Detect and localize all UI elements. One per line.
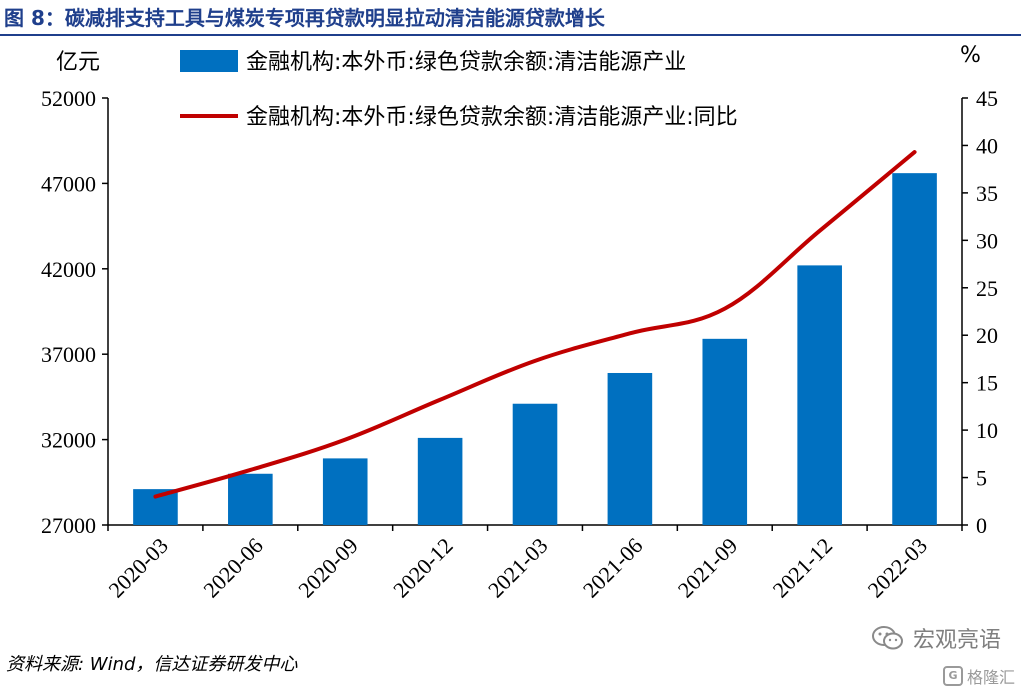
x-tick-label: 2020-09 — [293, 533, 363, 603]
y-left-tick-label: 47000 — [41, 171, 96, 196]
chart-svg: 27000 32000 37000 42000 47000 52000 0 5 10 15 20 25… — [41, 43, 998, 603]
y-left-axis-label: 亿元 — [56, 50, 100, 75]
y-right-tick-label: 45 — [976, 86, 998, 111]
y-left-tick-label: 42000 — [41, 257, 96, 282]
bar — [607, 372, 653, 525]
chart-container: 27000 32000 37000 42000 47000 52000 0 5 10 15 20 25… — [0, 36, 1021, 648]
watermark-text: 宏观亮语 — [912, 628, 1001, 653]
y-right-tick-label: 5 — [976, 466, 987, 491]
x-tick-label: 2020-12 — [388, 533, 458, 603]
y-left-tick-label: 52000 — [41, 86, 96, 111]
bar — [417, 437, 463, 525]
watermark: 宏观亮语 — [871, 622, 1001, 654]
y-right-tick-label: 30 — [976, 228, 998, 253]
legend-bar-label: 金融机构:本外币:绿色贷款余额:清洁能源产业 — [246, 50, 686, 75]
x-tick-label: 2021-03 — [483, 533, 553, 603]
bar — [228, 473, 273, 525]
chart-legend: 金融机构:本外币:绿色贷款余额:清洁能源产业金融机构:本外币:绿色贷款余额:清洁… — [180, 50, 738, 130]
y-right-tick-label: 10 — [976, 418, 998, 443]
bar-series — [133, 173, 937, 526]
x-tick-label: 2022-03 — [863, 533, 933, 603]
line-series — [153, 150, 917, 499]
bar — [702, 338, 748, 525]
bar — [797, 265, 842, 525]
watermark-sub: G 格隆汇 — [942, 664, 1015, 688]
bar — [512, 403, 558, 525]
y-left-tick-label: 37000 — [41, 342, 96, 367]
legend-bar-swatch — [180, 50, 238, 72]
y-left-tick-label: 27000 — [41, 513, 96, 538]
y-right-tick-label: 35 — [976, 181, 998, 206]
bar — [322, 458, 368, 525]
y-right-tick-label: 25 — [976, 276, 998, 301]
y-right-tick-label: 20 — [976, 323, 998, 348]
x-tick-label: 2020-06 — [198, 533, 268, 603]
y-right-axis-label: % — [960, 43, 981, 68]
gelonghui-icon: G — [942, 666, 963, 686]
x-tick-label: 2021-09 — [673, 533, 743, 603]
yoy-line — [153, 150, 917, 499]
x-tick-label: 2020-03 — [103, 533, 173, 603]
source-note: 资料来源: Wind，信达证券研发中心 — [6, 654, 298, 675]
y-right-tick-label: 40 — [976, 133, 998, 158]
bar — [892, 173, 937, 526]
y-right-tick-label: 0 — [976, 513, 987, 538]
x-tick-label: 2021-06 — [578, 533, 648, 603]
x-tick-label: 2021-12 — [768, 533, 838, 603]
legend-line-label: 金融机构:本外币:绿色贷款余额:清洁能源产业:同比 — [246, 105, 738, 130]
figure-title: 图 8：碳减排支持工具与煤炭专项再贷款明显拉动清洁能源贷款增长 — [4, 6, 605, 30]
y-left-tick-label: 32000 — [41, 428, 96, 453]
wechat-icon — [871, 626, 903, 650]
title-rule — [0, 34, 1021, 36]
y-right-tick-label: 15 — [976, 371, 998, 396]
watermark-sub-text: 格隆汇 — [966, 668, 1015, 687]
